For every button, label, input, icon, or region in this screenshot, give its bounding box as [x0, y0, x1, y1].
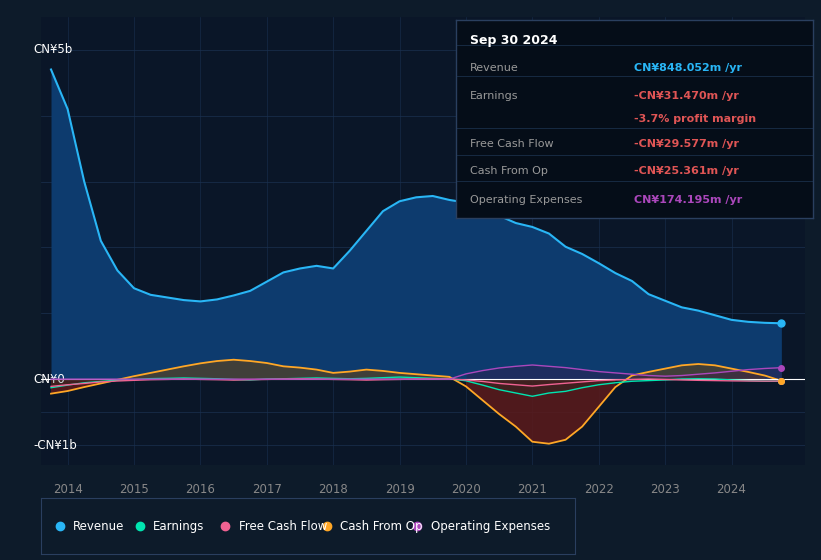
Text: -CN¥31.470m /yr: -CN¥31.470m /yr: [635, 91, 739, 101]
Text: Cash From Op: Cash From Op: [470, 166, 548, 176]
Text: 2018: 2018: [319, 483, 348, 496]
Text: Operating Expenses: Operating Expenses: [470, 194, 582, 204]
Text: Cash From Op: Cash From Op: [340, 520, 422, 533]
Text: Operating Expenses: Operating Expenses: [431, 520, 550, 533]
Text: Sep 30 2024: Sep 30 2024: [470, 34, 557, 46]
Text: 2017: 2017: [252, 483, 282, 496]
Text: CN¥0: CN¥0: [34, 372, 65, 386]
Text: Free Cash Flow: Free Cash Flow: [239, 520, 327, 533]
Text: -CN¥1b: -CN¥1b: [34, 438, 77, 451]
Text: 2019: 2019: [385, 483, 415, 496]
Text: Earnings: Earnings: [154, 520, 204, 533]
Text: -CN¥29.577m /yr: -CN¥29.577m /yr: [635, 139, 739, 149]
Text: 2024: 2024: [717, 483, 746, 496]
Text: Earnings: Earnings: [470, 91, 518, 101]
Text: CN¥848.052m /yr: CN¥848.052m /yr: [635, 63, 742, 73]
Text: -CN¥25.361m /yr: -CN¥25.361m /yr: [635, 166, 739, 176]
Text: 2016: 2016: [186, 483, 215, 496]
Text: CN¥5b: CN¥5b: [34, 43, 73, 56]
Text: 2014: 2014: [53, 483, 83, 496]
Text: CN¥174.195m /yr: CN¥174.195m /yr: [635, 194, 742, 204]
Text: -3.7% profit margin: -3.7% profit margin: [635, 114, 756, 124]
Text: 2022: 2022: [584, 483, 613, 496]
Text: 2023: 2023: [650, 483, 680, 496]
Text: Revenue: Revenue: [73, 520, 125, 533]
Text: 2021: 2021: [517, 483, 548, 496]
Text: Free Cash Flow: Free Cash Flow: [470, 139, 553, 149]
Text: 2015: 2015: [119, 483, 149, 496]
Text: 2020: 2020: [451, 483, 481, 496]
Text: Revenue: Revenue: [470, 63, 519, 73]
